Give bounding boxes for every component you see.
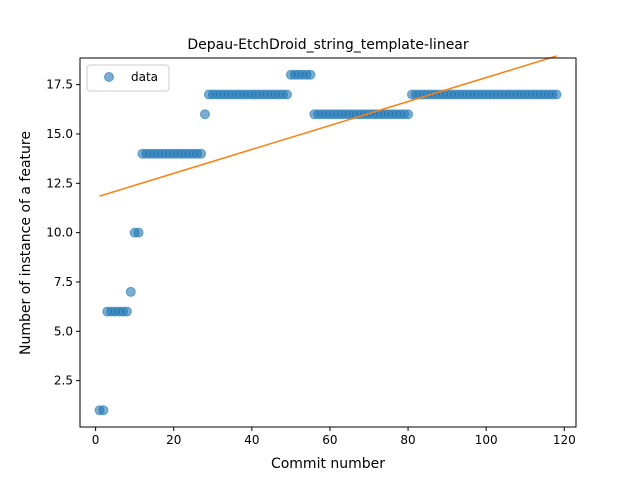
data-point (196, 148, 207, 159)
x-tick-label: 120 (553, 433, 576, 447)
legend-label-data: data (131, 70, 158, 84)
x-tick-label: 100 (475, 433, 498, 447)
y-tick-label: 17.5 (46, 78, 73, 92)
data-point (133, 227, 144, 238)
y-axis-label: Number of instance of a feature (18, 131, 34, 355)
data-point (403, 109, 414, 120)
data-point (98, 405, 109, 416)
x-tick-label: 0 (92, 433, 100, 447)
data-point (281, 89, 292, 100)
data-point (125, 286, 136, 297)
legend-box (86, 64, 170, 92)
data-point (305, 69, 316, 80)
x-tick-label: 40 (244, 433, 259, 447)
y-tick-label: 7.5 (54, 275, 73, 289)
y-tick-label: 15.0 (46, 127, 73, 141)
chart-title: Depau-EtchDroid_string_template-linear (187, 37, 469, 53)
fit-line (99, 55, 557, 197)
x-tick-label: 80 (400, 433, 415, 447)
y-tick-label: 12.5 (46, 176, 73, 190)
axes-frame (79, 57, 577, 428)
data-point (551, 89, 562, 100)
y-axis: 2.5 5.0 7.5 10.0 12.5 15.0 17.5 (46, 78, 80, 388)
x-axis: 0 20 40 60 80 100 120 (92, 427, 576, 447)
plot-area (79, 55, 577, 428)
y-tick-label: 10.0 (46, 226, 73, 240)
data-point (199, 109, 210, 120)
x-tick-label: 20 (166, 433, 181, 447)
legend: data (86, 64, 170, 92)
y-tick-label: 2.5 (54, 374, 73, 388)
data-point (121, 306, 132, 317)
x-axis-label: Commit number (271, 456, 385, 472)
x-tick-label: 60 (322, 433, 337, 447)
y-tick-label: 5.0 (54, 324, 73, 338)
legend-marker-data (104, 72, 114, 82)
